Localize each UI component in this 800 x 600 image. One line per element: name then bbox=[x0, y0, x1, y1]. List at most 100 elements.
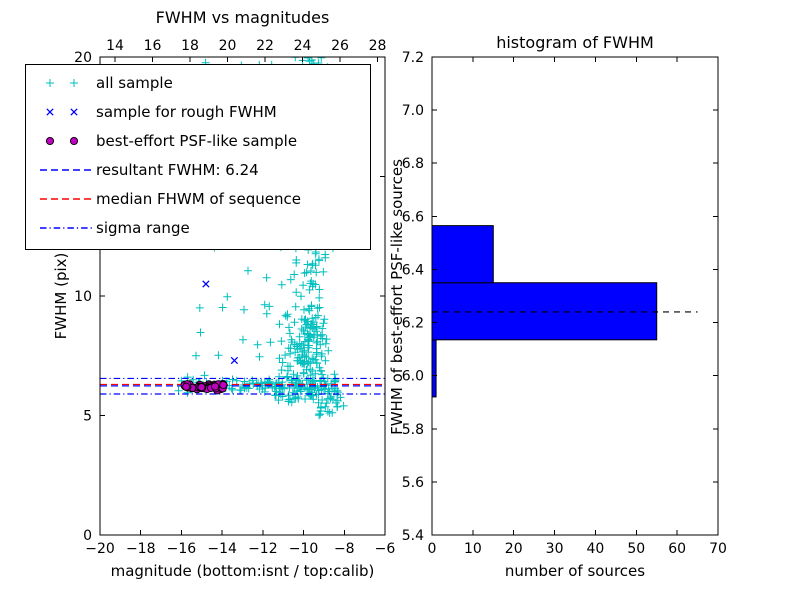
tick-label: 0 bbox=[83, 528, 92, 544]
plus-marker bbox=[311, 249, 320, 258]
plus-marker bbox=[309, 395, 318, 404]
plus-marker bbox=[258, 385, 267, 393]
plus-marker bbox=[321, 253, 330, 262]
histogram-bar bbox=[432, 225, 494, 284]
plus-marker bbox=[282, 373, 291, 382]
histogram-bar bbox=[432, 282, 658, 341]
tick-label: −14 bbox=[207, 541, 237, 557]
tick-label: 70 bbox=[709, 541, 727, 557]
plus-marker bbox=[319, 319, 328, 328]
plus-marker bbox=[283, 362, 292, 371]
plus-marker bbox=[260, 300, 269, 309]
legend-label: median FHWM of sequence bbox=[96, 189, 301, 208]
plus-marker bbox=[253, 340, 262, 349]
plus-marker bbox=[314, 398, 323, 407]
plus-marker bbox=[318, 330, 327, 339]
tick-label: −6 bbox=[375, 541, 396, 557]
plus-marker bbox=[291, 348, 300, 357]
plus-marker bbox=[308, 354, 317, 363]
plus-marker bbox=[303, 384, 312, 393]
plus-marker bbox=[288, 388, 297, 397]
tick-label: −20 bbox=[85, 541, 115, 557]
plus-marker bbox=[312, 327, 320, 336]
right-yaxis-label: FWHM of best-effort PSF-like sources bbox=[388, 159, 406, 435]
legend-item-sigma-range: sigma range bbox=[26, 213, 370, 242]
plus-marker bbox=[289, 370, 298, 379]
dashed-line-icon bbox=[36, 189, 96, 209]
plus-marker bbox=[304, 343, 313, 352]
legend-item-rough-fwhm-sample: sample for rough FWHM bbox=[26, 97, 370, 126]
plus-marker bbox=[311, 369, 320, 378]
plus-marker bbox=[262, 309, 271, 318]
plus-marker bbox=[214, 351, 223, 360]
plus-marker bbox=[339, 401, 348, 410]
circle-marker bbox=[45, 136, 55, 145]
plus-marker bbox=[300, 305, 308, 314]
plus-marker bbox=[302, 376, 311, 385]
plus-marker bbox=[277, 337, 286, 346]
plus-marker bbox=[301, 315, 310, 324]
plus-marker bbox=[300, 360, 309, 369]
axes-frame bbox=[431, 56, 719, 536]
plus-marker bbox=[306, 365, 315, 374]
histogram-plot-area bbox=[432, 225, 698, 398]
plus-marker bbox=[174, 386, 183, 395]
circle-marker bbox=[211, 382, 220, 391]
plus-marker bbox=[312, 344, 321, 353]
plus-marker bbox=[302, 320, 311, 329]
plus-marker bbox=[292, 375, 301, 384]
plus-marker bbox=[248, 376, 257, 385]
tick-label: 40 bbox=[587, 541, 605, 557]
plus-marker bbox=[275, 354, 284, 363]
plus-marker bbox=[315, 303, 324, 312]
plus-marker bbox=[189, 375, 198, 384]
tick-label: 26 bbox=[331, 38, 349, 54]
legend-item-all-sample: all sample bbox=[26, 68, 370, 97]
plus-marker bbox=[275, 388, 284, 397]
left-chart-title: FWHM vs magnitudes bbox=[155, 8, 330, 27]
plus-marker bbox=[297, 325, 306, 333]
plus-marker bbox=[232, 376, 241, 385]
plus-marker bbox=[239, 335, 247, 344]
tick-label: 20 bbox=[505, 541, 523, 557]
plus-marker bbox=[266, 338, 275, 347]
plus-marker bbox=[304, 357, 313, 366]
right-xaxis-label: number of sources bbox=[504, 562, 646, 580]
tick-label: 50 bbox=[627, 541, 645, 557]
plus-marker bbox=[290, 318, 299, 327]
circle-marker bbox=[219, 380, 228, 390]
plus-marker bbox=[286, 275, 295, 284]
legend: all sample sample for rough FWHM best-ef… bbox=[25, 64, 371, 250]
plus-marker bbox=[324, 394, 332, 403]
plus-marker bbox=[311, 261, 320, 270]
tick-label: 5.6 bbox=[402, 475, 424, 491]
plus-marker bbox=[292, 258, 301, 267]
plus-marker bbox=[333, 396, 342, 405]
plus-marker bbox=[313, 359, 321, 368]
plus-marker bbox=[281, 311, 290, 320]
plus-marker bbox=[297, 292, 305, 301]
plus-marker bbox=[314, 311, 322, 320]
plus-marker bbox=[301, 395, 310, 403]
plus-marker bbox=[315, 285, 324, 294]
plus-marker bbox=[305, 306, 314, 315]
plus-marker bbox=[286, 349, 295, 358]
tick-label: 7.2 bbox=[402, 50, 424, 66]
tick-label: 6.8 bbox=[402, 156, 424, 172]
plus-marker bbox=[235, 386, 244, 394]
scatter-circle-marker-icon bbox=[36, 131, 96, 151]
scatter-plus-marker-icon bbox=[36, 73, 96, 93]
plus-marker bbox=[312, 268, 321, 277]
legend-label: sample for rough FWHM bbox=[96, 102, 277, 121]
circle-marker bbox=[69, 136, 79, 145]
plus-marker bbox=[323, 407, 332, 416]
x-marker bbox=[46, 107, 54, 116]
plus-marker bbox=[294, 394, 303, 403]
tick-label: 24 bbox=[294, 38, 312, 54]
tick-label: 10 bbox=[464, 541, 482, 557]
plus-marker bbox=[304, 336, 313, 345]
legend-label: best-effort PSF-like sample bbox=[96, 131, 298, 150]
plus-marker bbox=[316, 340, 325, 349]
tick-label: 30 bbox=[546, 541, 564, 557]
